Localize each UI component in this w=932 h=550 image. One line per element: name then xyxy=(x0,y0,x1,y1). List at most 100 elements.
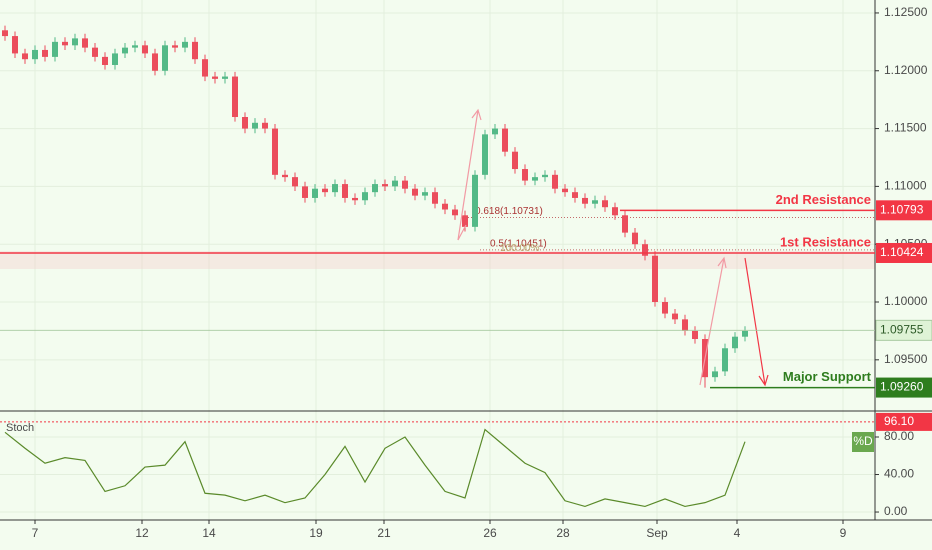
candle-body xyxy=(382,184,388,187)
candle-body xyxy=(362,192,368,201)
y-tick-label: 1.09500 xyxy=(884,352,928,366)
candle-body xyxy=(212,76,218,79)
arrow xyxy=(457,108,482,241)
y-tick-label: 1.10000 xyxy=(884,294,928,308)
candle-body xyxy=(172,45,178,48)
fib-label: 0.618(1.10731) xyxy=(475,206,543,217)
candle-body xyxy=(92,47,98,57)
candle-body xyxy=(572,192,578,198)
candle-body xyxy=(472,174,478,227)
y-tick-label: 1.11500 xyxy=(884,121,927,135)
stoch-line xyxy=(4,428,746,508)
candle-body xyxy=(352,197,358,201)
candle-body xyxy=(742,330,748,337)
candle-body xyxy=(712,371,718,378)
candle-body xyxy=(12,36,18,54)
price-box xyxy=(876,377,932,398)
candle-body xyxy=(22,53,28,60)
x-tick-label: 28 xyxy=(556,526,570,540)
y-tick-label: 80.00 xyxy=(884,429,914,443)
candle-body xyxy=(592,200,598,204)
price-label: 1.10793 xyxy=(880,202,924,216)
y-tick-label: 1.12500 xyxy=(884,5,928,19)
price-box xyxy=(876,242,932,263)
fib-label: 0.5(1.10451) xyxy=(490,239,547,250)
candle-body xyxy=(452,209,458,216)
candle-body xyxy=(182,41,188,48)
x-tick-label: 19 xyxy=(309,526,323,540)
candle-body xyxy=(142,45,148,54)
legend-box xyxy=(852,432,874,452)
x-tick-label: Sep xyxy=(646,526,668,540)
candle-body xyxy=(562,188,568,193)
candle-body xyxy=(342,184,348,198)
x-tick-label: 14 xyxy=(202,526,216,540)
candle-body xyxy=(282,174,288,178)
candle-body xyxy=(102,56,108,65)
candle-body xyxy=(602,200,608,208)
candle-body xyxy=(82,38,88,48)
candle-body xyxy=(482,134,488,175)
level-name: Major Support xyxy=(783,369,872,384)
price-box xyxy=(875,319,932,341)
candle-body xyxy=(542,174,548,178)
fib-label: 100.00% xyxy=(500,243,540,254)
candle-body xyxy=(262,122,268,129)
candle-body xyxy=(202,59,208,77)
candle-body xyxy=(302,186,308,198)
arrow xyxy=(699,256,727,386)
price-label: 1.10424 xyxy=(880,245,924,259)
candle-body xyxy=(692,330,698,340)
price-label: 1.09755 xyxy=(880,323,924,337)
candle-body xyxy=(232,76,238,118)
candle-body xyxy=(642,244,648,256)
price-box xyxy=(876,412,932,431)
candle-body xyxy=(122,47,128,54)
arrow xyxy=(457,224,467,241)
arrow xyxy=(744,257,769,387)
price-label: 96.10 xyxy=(884,414,914,428)
x-tick-label: 9 xyxy=(840,526,847,540)
candle-body xyxy=(462,215,468,227)
candle-body xyxy=(192,41,198,60)
candle-body xyxy=(132,45,138,48)
candle-body xyxy=(582,197,588,204)
candle-body xyxy=(612,207,618,216)
price-label: 1.09260 xyxy=(880,380,924,394)
candle-body xyxy=(412,188,418,196)
candle-body xyxy=(162,45,168,71)
candle-body xyxy=(242,117,248,129)
x-tick-label: 12 xyxy=(135,526,149,540)
candle-body xyxy=(392,180,398,187)
candle-body xyxy=(322,188,328,193)
candle-body xyxy=(152,53,158,71)
candle-body xyxy=(402,180,408,189)
candle-body xyxy=(622,215,628,233)
candle-body xyxy=(652,255,658,303)
legend-label: %D xyxy=(853,434,873,448)
candle-body xyxy=(512,151,518,170)
level-name: 1st Resistance xyxy=(780,234,871,249)
x-tick-label: 21 xyxy=(377,526,391,540)
candle-body xyxy=(432,192,438,204)
candle-body xyxy=(42,49,48,57)
candle-body xyxy=(62,41,68,46)
arrows xyxy=(457,108,769,387)
candle-body xyxy=(502,128,508,152)
x-tick-label: 7 xyxy=(32,526,39,540)
candle-body xyxy=(312,188,318,198)
candle-body xyxy=(52,41,58,57)
y-tick-label: 1.11000 xyxy=(884,179,927,193)
y-tick-label: 1.12000 xyxy=(884,63,928,77)
candle-body xyxy=(632,232,638,245)
level-name: 2nd Resistance xyxy=(776,192,871,207)
candle-body xyxy=(552,174,558,189)
candle-body xyxy=(252,122,258,129)
candle-body xyxy=(422,192,428,196)
x-tick-label: 4 xyxy=(734,526,741,540)
stoch-title: Stoch xyxy=(6,422,34,434)
candle-body xyxy=(32,49,38,60)
candle-body xyxy=(532,177,538,181)
